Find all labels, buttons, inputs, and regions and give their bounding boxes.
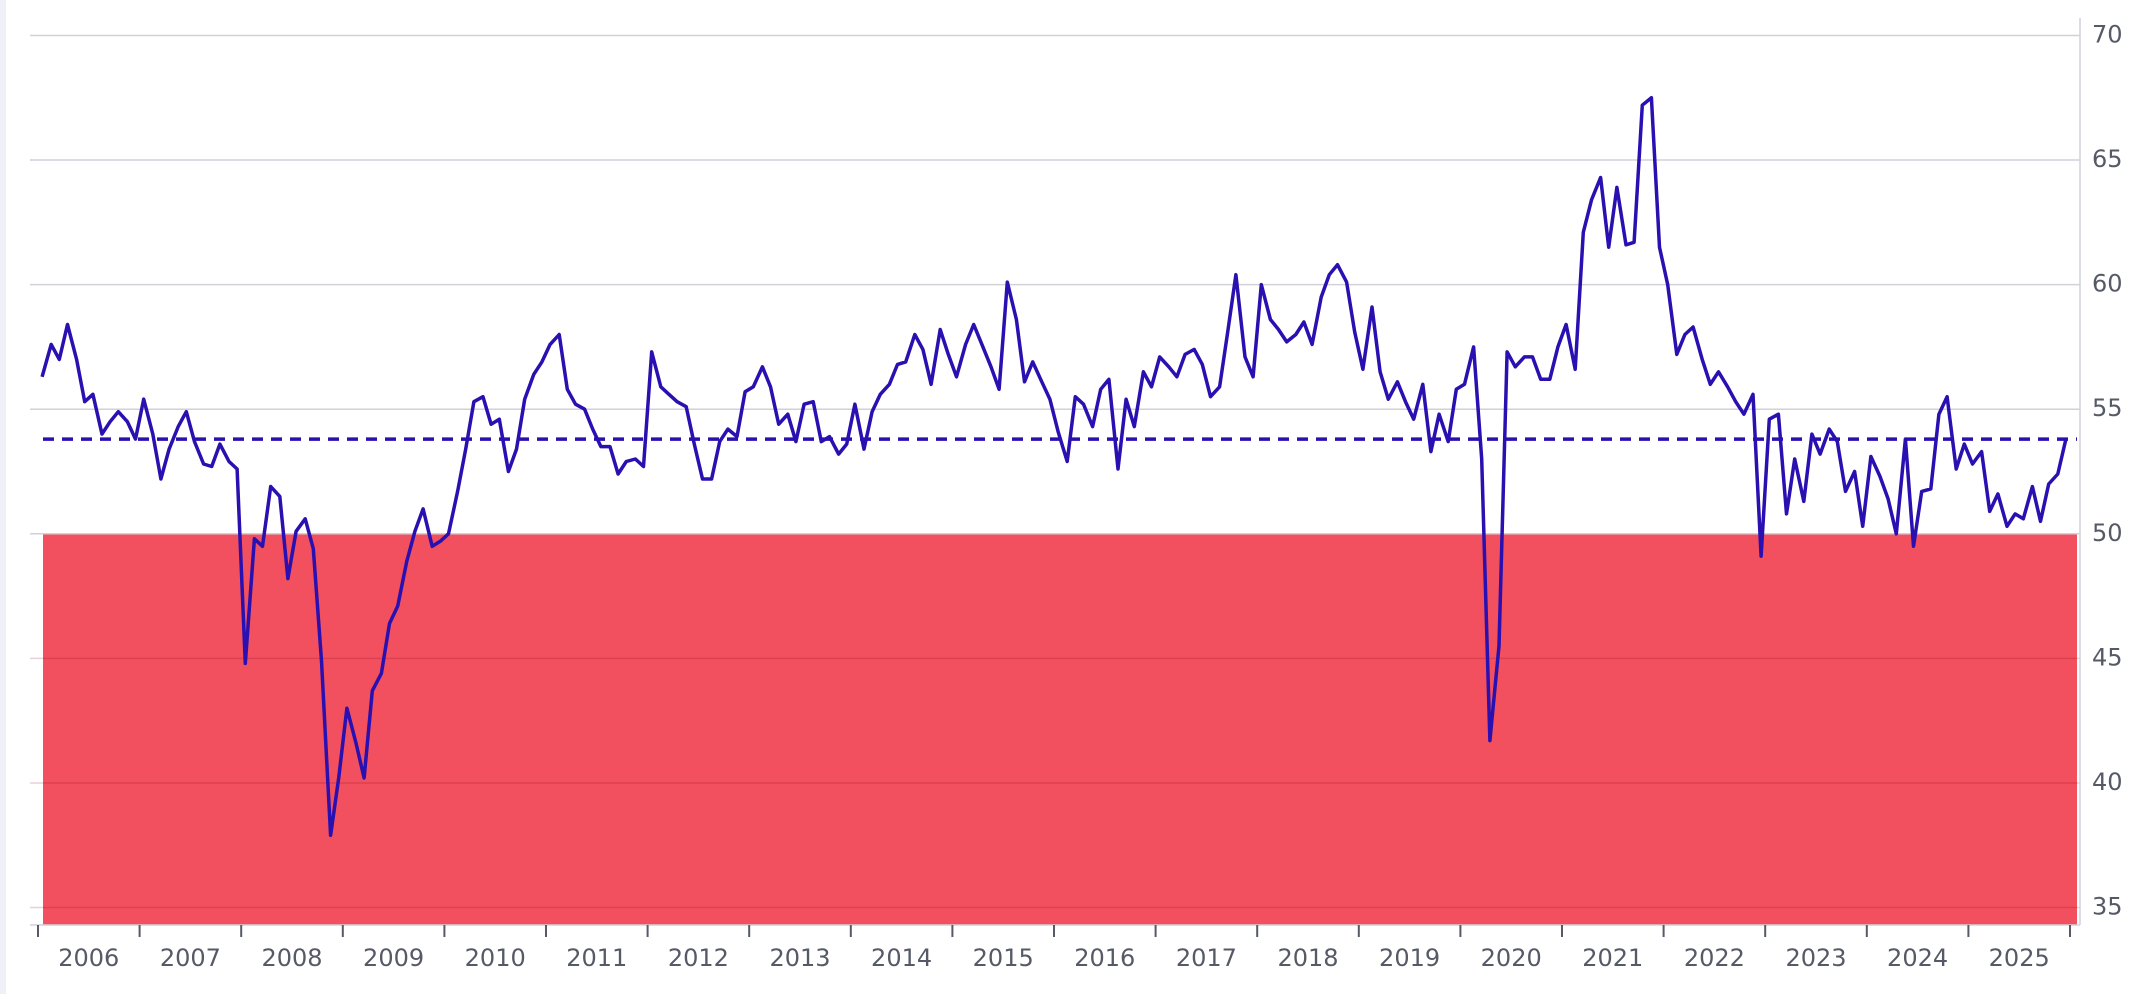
- y-tick-label: 65: [2092, 145, 2123, 173]
- chart: 35 40 45 50 55 60 65 70 2006 2007 2008 2009 2010 2011…: [6, 0, 2153, 994]
- y-tick-label: 70: [2092, 20, 2123, 48]
- x-tick-label: 2013: [769, 944, 830, 972]
- y-tick-label: 50: [2092, 519, 2123, 547]
- y-tick-label: 60: [2092, 270, 2123, 298]
- x-tick-label: 2010: [465, 944, 526, 972]
- x-tick-label: 2022: [1684, 944, 1745, 972]
- x-tick-label: 2012: [668, 944, 729, 972]
- x-tick-label: 2019: [1379, 944, 1440, 972]
- y-tick-label: 45: [2092, 643, 2123, 671]
- x-tick-label: 2011: [566, 944, 627, 972]
- y-tick-label: 35: [2092, 893, 2123, 921]
- y-tick-label: 55: [2092, 394, 2123, 422]
- x-tick-label: 2015: [973, 944, 1034, 972]
- y-tick-label: 40: [2092, 768, 2123, 796]
- x-tick-label: 2008: [261, 944, 322, 972]
- x-tick-label: 2017: [1176, 944, 1237, 972]
- x-tick-label: 2025: [1989, 944, 2050, 972]
- x-tick-label: 2016: [1074, 944, 1135, 972]
- x-tick-label: 2014: [871, 944, 932, 972]
- x-tick-label: 2023: [1785, 944, 1846, 972]
- x-tick-label: 2009: [363, 944, 424, 972]
- x-tick-label: 2024: [1887, 944, 1948, 972]
- shaded-band: [43, 533, 2077, 925]
- x-tick-label: 2020: [1481, 944, 1542, 972]
- x-tick-label: 2018: [1277, 944, 1338, 972]
- x-tick-label: 2006: [58, 944, 119, 972]
- x-tick-label: 2021: [1582, 944, 1643, 972]
- data-line: [40, 95, 2068, 838]
- x-tick-label: 2007: [160, 944, 221, 972]
